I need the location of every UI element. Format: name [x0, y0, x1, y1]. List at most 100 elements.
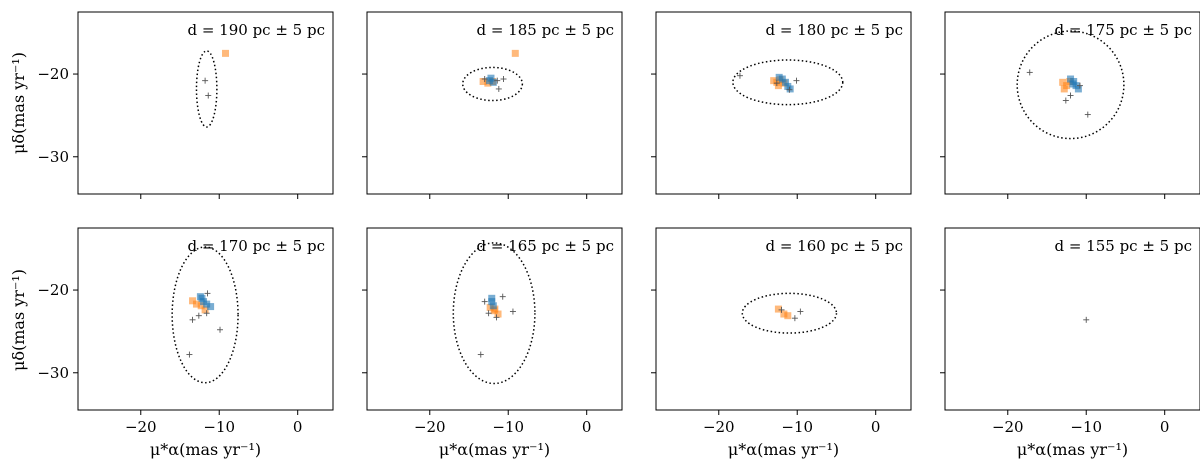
panel-frame: [77, 227, 334, 411]
plot-area: [1083, 316, 1090, 323]
cross-point: [791, 315, 798, 322]
cross-point: [1076, 82, 1083, 89]
orange-point: [784, 312, 792, 320]
panel-frame: [655, 11, 912, 195]
x-tick-label: 0: [293, 418, 303, 436]
panel-6: −20 −10 0 d = 165 pc ± 5 pc μ*α(mas yr⁻¹): [362, 227, 623, 459]
cross-point: [481, 298, 488, 305]
panel-5: −20 −10 0 −20 −30 d = 170 pc ± 5 pc μ*α(mas yr…: [37, 227, 334, 459]
selection-ellipse: [195, 50, 218, 128]
plot-area: [1016, 30, 1125, 140]
x-tick-label: −20: [125, 418, 157, 436]
cross-point: [509, 308, 516, 315]
panel-frame: [944, 227, 1200, 411]
panel-3: d = 180 pc ± 5 pc: [651, 11, 912, 199]
blue-point: [489, 78, 497, 86]
cross-point: [189, 316, 196, 323]
plot-area: [195, 49, 230, 128]
x-tick-label: −20: [703, 418, 735, 436]
selection-ellipse: [171, 246, 239, 384]
plot-area: [171, 246, 239, 384]
panel-frame: [77, 11, 334, 195]
panel-4: d = 175 pc ± 5 pc: [940, 11, 1200, 199]
cross-point: [186, 351, 193, 358]
x-tick-label: −20: [414, 418, 446, 436]
distance-annotation: d = 185 pc ± 5 pc: [476, 21, 614, 39]
selection-ellipse: [732, 59, 844, 106]
distance-annotation: d = 170 pc ± 5 pc: [187, 237, 325, 255]
orange-point: [774, 82, 782, 90]
x-axis-label: μ*α(mas yr⁻¹): [439, 440, 550, 459]
blue-point: [485, 77, 493, 85]
panel-2: d = 185 pc ± 5 pc: [362, 11, 623, 199]
cross-point: [736, 72, 743, 79]
x-axis-label: μ*α(mas yr⁻¹): [150, 440, 261, 459]
y-axis-label-text: μδ(mas yr⁻¹): [9, 269, 28, 371]
y-tick-label: −30: [37, 148, 69, 166]
plot-area: [452, 242, 536, 385]
y-tick-label: −20: [37, 281, 69, 299]
orange-point: [197, 302, 205, 310]
panel-8: −20 −10 0 d = 155 pc ± 5 pc μ*α(mas yr⁻¹): [940, 227, 1200, 459]
x-tick-label: −10: [203, 418, 235, 436]
blue-point: [489, 302, 497, 310]
distance-annotation: d = 190 pc ± 5 pc: [187, 21, 325, 39]
selection-ellipse: [461, 66, 524, 102]
orange-point: [780, 310, 788, 318]
x-tick-label: −10: [1070, 418, 1102, 436]
plot-area: [461, 49, 524, 102]
panel-frame: [944, 11, 1200, 195]
cross-point: [204, 290, 211, 297]
orange-point: [479, 77, 487, 85]
cross-point: [1084, 111, 1091, 118]
x-tick-label: 0: [1160, 418, 1170, 436]
distance-annotation: d = 175 pc ± 5 pc: [1054, 21, 1192, 39]
selection-ellipse: [452, 242, 536, 385]
orange-point: [1060, 85, 1068, 93]
y-axis-label-text: μδ(mas yr⁻¹): [9, 52, 28, 154]
cross-point: [493, 314, 500, 321]
cross-point: [494, 77, 501, 84]
panels-group: −20 −30 d = 190 pc ± 5 pc d = 185 pc ± 5 pc…: [37, 11, 1200, 459]
plot-area: [732, 59, 844, 106]
orange-point: [511, 49, 519, 57]
distance-annotation: d = 160 pc ± 5 pc: [765, 237, 903, 255]
panel-frame: [366, 227, 623, 411]
orange-point: [494, 310, 502, 318]
cross-point: [1026, 69, 1033, 76]
cross-point: [786, 86, 793, 93]
x-axis-label: μ*α(mas yr⁻¹): [728, 440, 839, 459]
x-tick-label: −10: [492, 418, 524, 436]
y-tick-label: −30: [37, 364, 69, 382]
cross-point: [477, 351, 484, 358]
cross-point: [1083, 316, 1090, 323]
cross-point: [797, 308, 804, 315]
cross-point: [773, 80, 780, 87]
blue-point: [207, 303, 215, 311]
cross-point: [485, 310, 492, 317]
orange-point: [189, 297, 197, 305]
blue-point: [1074, 85, 1082, 93]
blue-point: [1069, 80, 1077, 88]
blue-point: [203, 300, 211, 308]
selection-ellipse: [1016, 30, 1125, 140]
orange-point: [201, 306, 209, 314]
cross-point: [217, 326, 224, 333]
distance-annotation: d = 165 pc ± 5 pc: [476, 237, 614, 255]
cross-point: [500, 76, 507, 83]
cross-point: [1067, 92, 1074, 99]
y-axis-label-bottom: μδ(mas yr⁻¹): [9, 269, 28, 371]
panel-frame: [366, 11, 623, 195]
cross-point: [205, 92, 212, 99]
orange-point: [222, 49, 230, 57]
panel-frame: [655, 227, 912, 411]
cross-point: [793, 77, 800, 84]
y-axis-label-top: μδ(mas yr⁻¹): [9, 52, 28, 154]
panel-7: −20 −10 0 d = 160 pc ± 5 pc μ*α(mas yr⁻¹): [651, 227, 912, 459]
cross-point: [499, 293, 506, 300]
cross-point: [1062, 97, 1069, 104]
distance-annotation: d = 155 pc ± 5 pc: [1054, 237, 1192, 255]
cross-point: [495, 85, 502, 92]
blue-point: [786, 85, 794, 93]
orange-point: [774, 305, 782, 313]
